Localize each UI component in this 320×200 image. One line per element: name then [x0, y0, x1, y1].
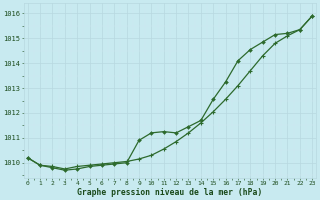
- X-axis label: Graphe pression niveau de la mer (hPa): Graphe pression niveau de la mer (hPa): [77, 188, 263, 197]
